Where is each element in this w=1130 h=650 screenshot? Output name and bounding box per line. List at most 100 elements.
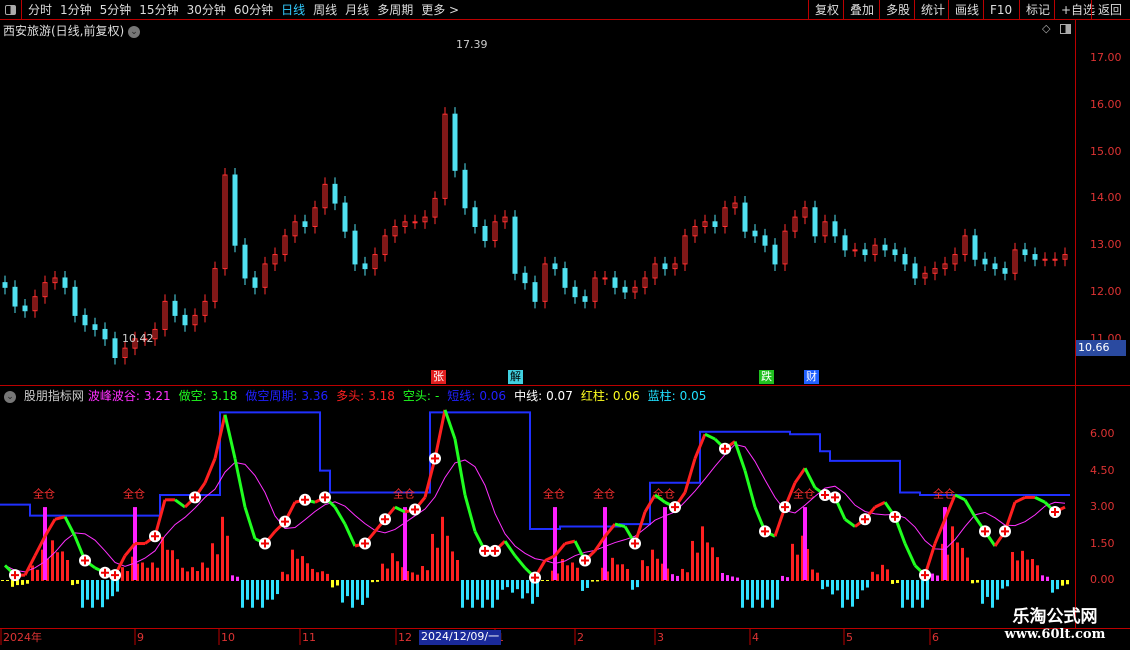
chevron-down-icon[interactable]: ⌄ <box>4 390 16 403</box>
histogram-bar <box>271 580 274 600</box>
histogram-bar <box>716 557 719 581</box>
field-label: 红柱: <box>580 389 609 403</box>
period-tab[interactable]: 多周期 <box>377 3 414 17</box>
toolbar-button[interactable]: F10 <box>983 0 1018 20</box>
histogram-bar <box>361 580 364 605</box>
oscillator-segment <box>793 467 807 484</box>
candle <box>562 268 568 288</box>
oscillator-segment <box>933 518 947 545</box>
toolbar-button[interactable]: 复权 <box>808 0 845 20</box>
histogram-bar <box>351 580 354 608</box>
histogram-bar <box>836 580 839 591</box>
indicator-name[interactable]: 股朋指标网 <box>23 389 84 403</box>
period-tab[interactable]: 日线 <box>281 3 306 17</box>
candle <box>292 221 298 237</box>
histogram-bar <box>616 564 619 581</box>
period-tab[interactable]: 1分钟 <box>60 3 92 17</box>
chart-canvas[interactable]: 全仓 全仓 全仓 全仓 全仓 全仓 全仓 全仓 <box>0 0 1130 628</box>
histogram-bar <box>356 580 359 600</box>
full-position-bar <box>553 507 557 580</box>
histogram-bar <box>516 580 519 590</box>
toolbar-button[interactable]: 统计 <box>914 0 951 20</box>
candle <box>92 324 98 330</box>
candle <box>52 277 58 284</box>
right-axis-line <box>1075 20 1076 628</box>
candle <box>972 235 978 260</box>
histogram-bar <box>606 571 609 581</box>
histogram-bar <box>96 580 99 600</box>
histogram-bar <box>456 559 459 581</box>
indicator-field: 中线: 0.07 <box>514 389 577 403</box>
candle <box>342 202 348 232</box>
period-tab[interactable]: 60分钟 <box>233 3 274 17</box>
price-axis-label: 16.00 <box>1090 97 1122 111</box>
candle <box>802 207 808 218</box>
period-tab[interactable]: 分时 <box>28 3 53 17</box>
period-tab[interactable]: 15分钟 <box>139 3 179 17</box>
field-label: 波峰波谷: <box>87 389 140 403</box>
buy-plus-icon <box>999 525 1011 538</box>
period-tab[interactable]: 更多 > <box>421 3 460 17</box>
field-value: 3.21 <box>143 389 171 403</box>
histogram-bar <box>466 580 469 600</box>
candle <box>312 207 318 227</box>
histogram-bar <box>136 563 139 581</box>
candle <box>832 221 838 237</box>
histogram-bar <box>511 580 514 593</box>
price-axis-label: 13.00 <box>1090 238 1122 252</box>
field-label: 做空周期: <box>245 389 298 403</box>
oscillator-segment <box>453 438 467 496</box>
full-position-label: 全仓 <box>33 486 55 500</box>
histogram-bar <box>821 580 824 590</box>
full-position-bar <box>403 507 407 580</box>
panel-toggle-icon[interactable] <box>1060 24 1071 34</box>
histogram-bar <box>1036 565 1039 581</box>
toolbar-button[interactable]: 标记 <box>1019 0 1056 20</box>
full-position-label: 全仓 <box>123 486 145 500</box>
toolbar-button[interactable]: 画线 <box>948 0 985 20</box>
histogram-bar <box>446 535 449 581</box>
toolbar-button[interactable]: 多股 <box>879 0 916 20</box>
watermark: 乐淘公式网 www.60lt.com <box>990 607 1120 643</box>
histogram-bar <box>981 580 984 604</box>
histogram-bar <box>406 571 409 581</box>
histogram-bar <box>961 547 964 581</box>
chevron-down-icon[interactable]: ⌄ <box>128 25 141 38</box>
candle <box>612 277 618 288</box>
diamond-icon[interactable]: ◇ <box>1042 22 1051 35</box>
buy-plus-icon <box>669 501 681 514</box>
histogram-bar <box>316 572 319 581</box>
toolbar-button[interactable]: 返回 <box>1091 0 1128 20</box>
oscillator-segment <box>564 539 576 546</box>
candle <box>422 216 428 223</box>
histogram-bar <box>196 571 199 581</box>
candle <box>792 216 798 232</box>
layout-toggle-icon[interactable] <box>0 0 22 20</box>
histogram-bar <box>581 580 584 591</box>
histogram-bar <box>971 580 974 584</box>
histogram-bar <box>386 568 389 581</box>
histogram-bar <box>801 535 804 581</box>
full-position-bar <box>603 507 607 580</box>
period-tab[interactable]: 5分钟 <box>99 3 132 17</box>
oscillator-segment <box>23 555 37 576</box>
histogram-bar <box>116 580 119 592</box>
period-tab[interactable]: 30分钟 <box>186 3 226 17</box>
candle <box>152 328 158 340</box>
field-value: 3.18 <box>210 389 238 403</box>
oscillator-segment <box>903 542 917 567</box>
toolbar-button[interactable]: 叠加 <box>843 0 880 20</box>
indicator-axis-label: 6.00 <box>1090 427 1115 441</box>
chart-title[interactable]: 西安旅游(日线,前复权) ⌄ <box>3 22 141 39</box>
candle <box>392 225 398 237</box>
histogram-bar <box>826 580 829 587</box>
oscillator-segment <box>954 493 966 502</box>
histogram-bar <box>436 547 439 581</box>
period-tab[interactable]: 周线 <box>313 3 338 17</box>
period-tab[interactable]: 月线 <box>345 3 370 17</box>
histogram-bar <box>551 570 554 581</box>
date-axis-label: 4 <box>752 631 759 644</box>
toolbar-button[interactable]: +自选 <box>1054 0 1101 20</box>
buy-plus-icon <box>409 503 421 516</box>
candle <box>1012 249 1018 274</box>
